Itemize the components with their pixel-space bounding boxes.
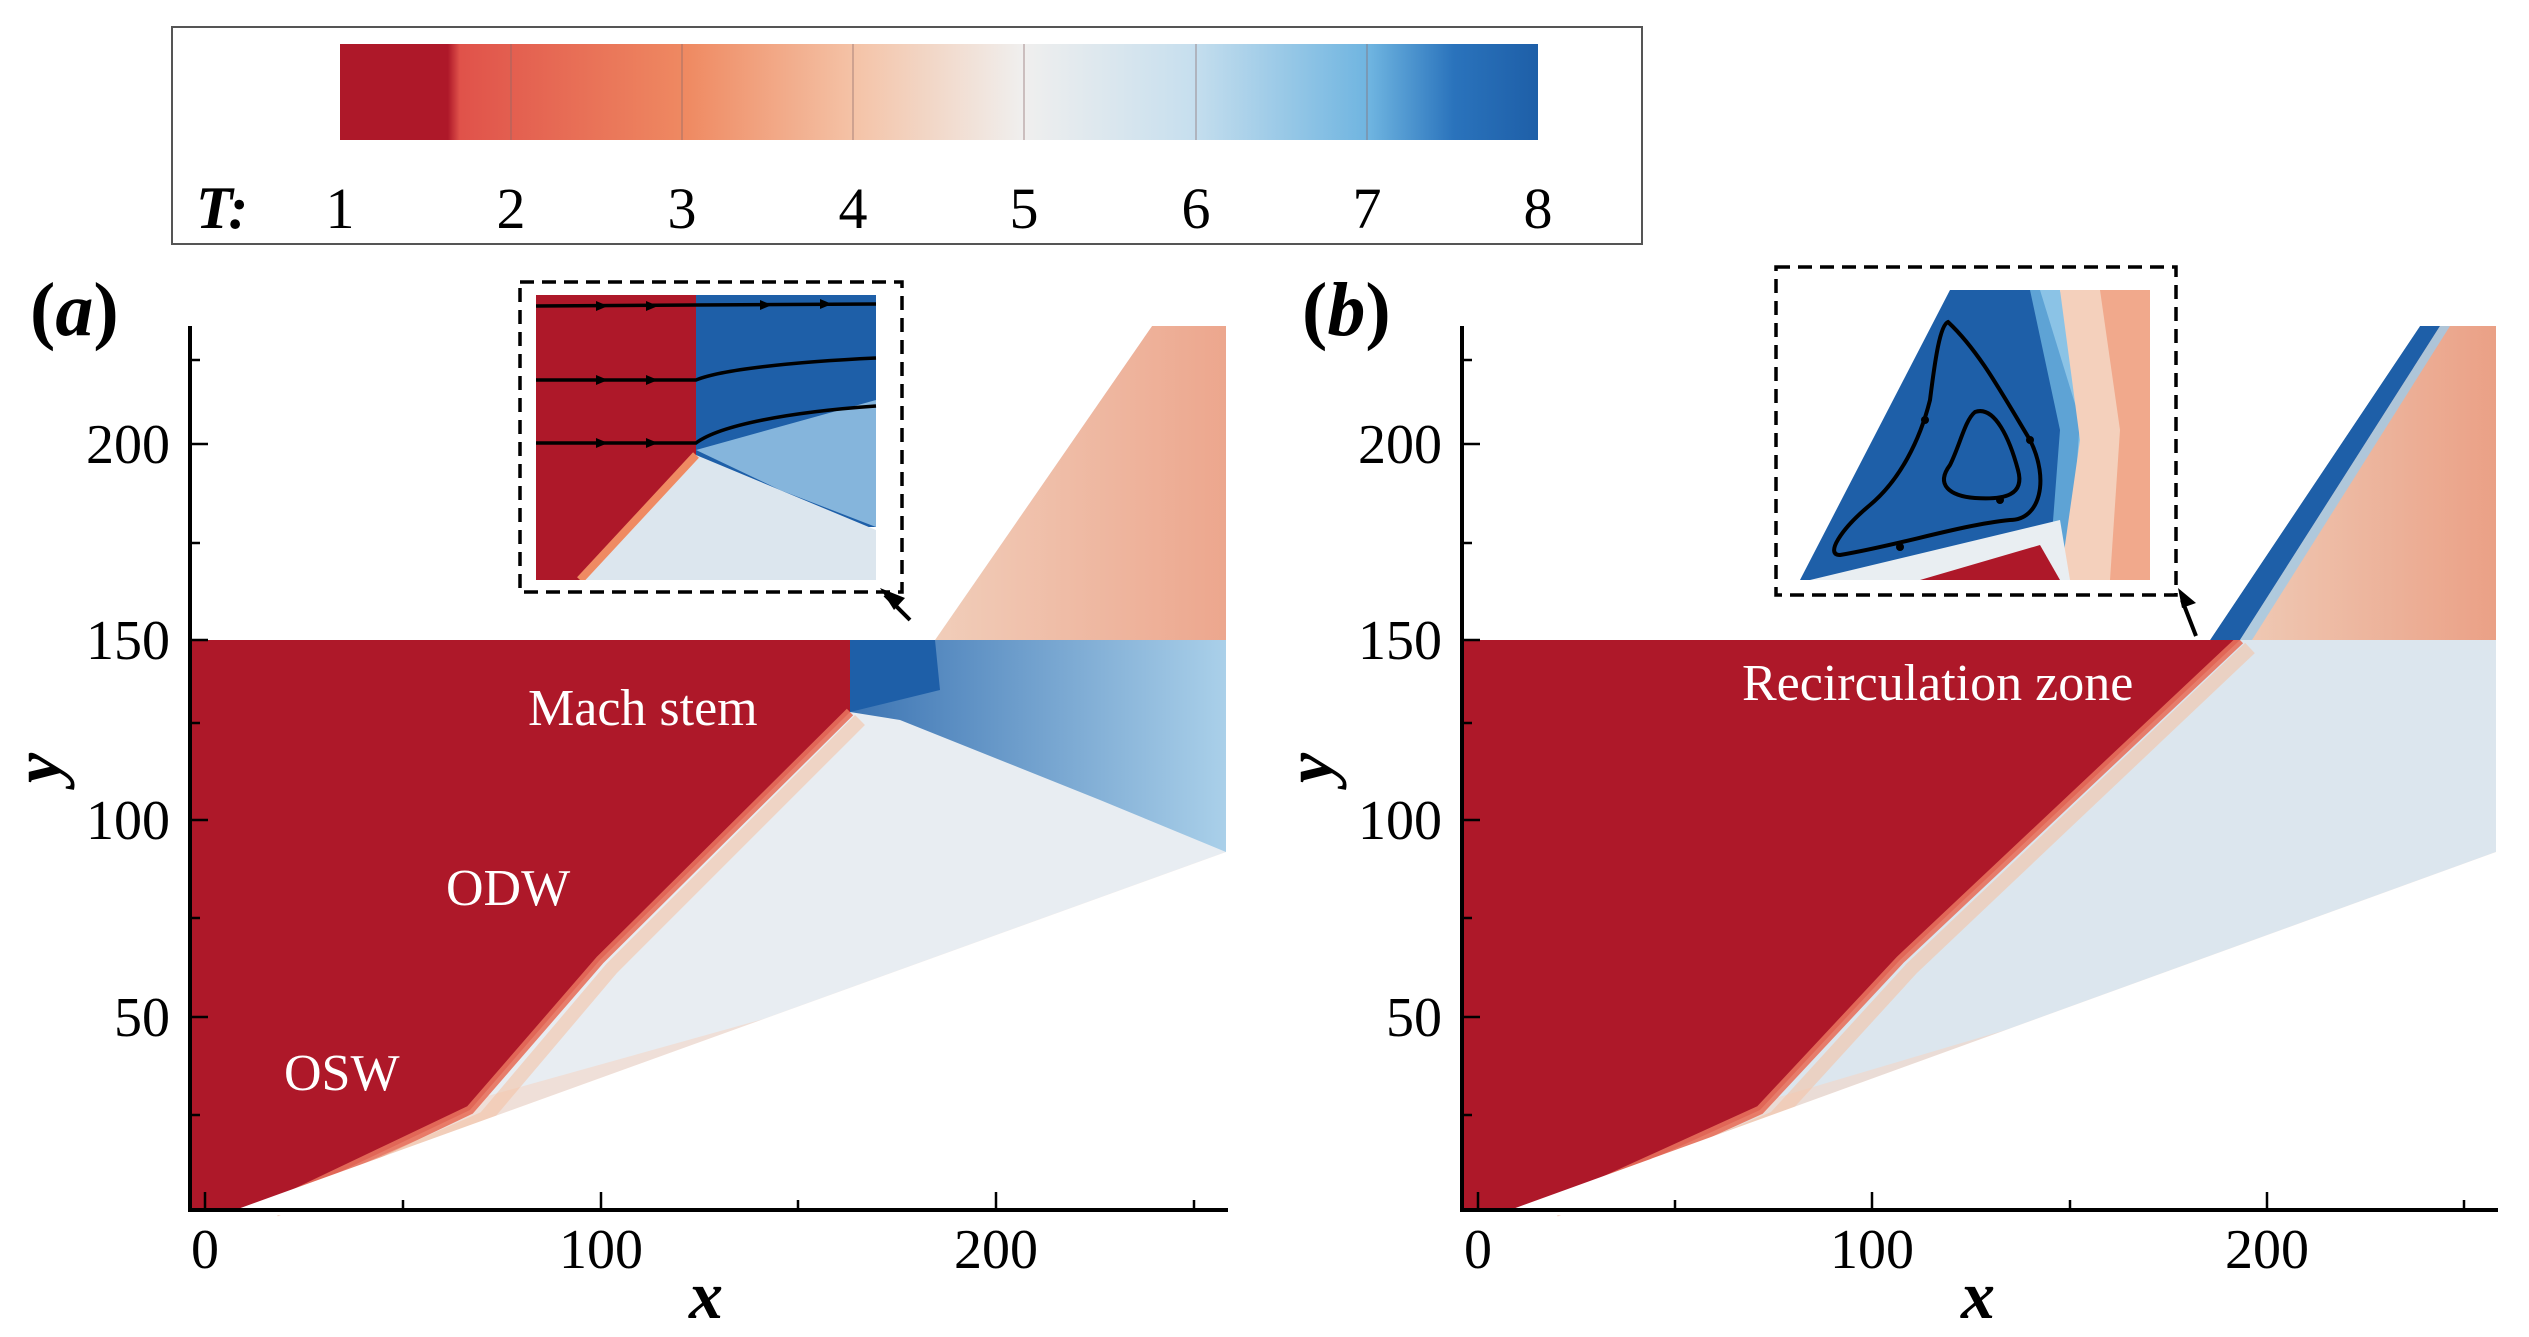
ytick-label: 200 <box>1358 414 1442 476</box>
annotation-odw: ODW <box>446 860 570 917</box>
colorbar-tick: 8 <box>1524 176 1553 241</box>
xtick-label: 100 <box>559 1219 643 1281</box>
inset-a-light <box>580 455 876 580</box>
panel-a-yticklabels: 50 100 150 200 <box>86 414 170 1049</box>
ytick-label: 50 <box>1386 987 1442 1049</box>
xtick-label: 200 <box>2225 1219 2309 1281</box>
colorbar-tick: 3 <box>668 176 697 241</box>
xtick-label: 100 <box>1830 1219 1914 1281</box>
panel-b-xticklabels: 0 100 200 <box>1464 1219 2309 1281</box>
ytick-label: 100 <box>1358 790 1442 852</box>
colorbar-tick: 5 <box>1010 176 1039 241</box>
panel-a-inset <box>518 280 904 594</box>
inset-b-pointer <box>2178 588 2198 637</box>
field-a-shock-front <box>258 708 854 1215</box>
xtick-label: 0 <box>191 1219 219 1281</box>
field-a-blue <box>850 640 1226 852</box>
colorbar-label: T: <box>196 175 248 241</box>
colorbar-tick: 4 <box>839 176 868 241</box>
colorbar-tick: 1 <box>326 176 355 241</box>
colorbar-tick: 7 <box>1353 176 1382 241</box>
panel-a-field <box>190 326 1226 1217</box>
colorbar-separators <box>510 44 1368 140</box>
annotation-osw: OSW <box>284 1045 400 1102</box>
inset-a-pointer <box>880 588 912 622</box>
panel-a-annotations: Mach stem ODW OSW <box>284 680 758 1102</box>
panel-a-axes <box>188 326 1228 1212</box>
inset-a-blue-fade <box>696 400 876 527</box>
field-b-upstream <box>1462 640 2240 1210</box>
panel-a-ylabel: y <box>0 752 75 790</box>
panel-b-xlabel: x <box>1960 1257 1995 1333</box>
annotation-recirculation-zone: Recirculation zone <box>1742 655 2133 712</box>
inset-b-arrows <box>1896 416 2034 551</box>
panel-b-inset <box>1774 265 2178 597</box>
pointer-arrowhead <box>2178 588 2196 608</box>
panel-a-letter: a <box>55 268 93 352</box>
ytick-label: 200 <box>86 414 170 476</box>
inset-b-right-red <box>2100 290 2150 580</box>
ytick-label: 100 <box>86 790 170 852</box>
panel-a-xticklabels: 0 100 200 <box>191 1219 1038 1281</box>
panel-a-xlabel: x <box>688 1257 723 1333</box>
inset-a-arrows <box>596 299 832 448</box>
panel-b-ylabel: y <box>1271 752 1347 790</box>
field-b-upper-red <box>2240 326 2496 640</box>
field-a-blue-core <box>850 640 940 712</box>
ytick-label: 50 <box>114 987 170 1049</box>
field-a-upper-red <box>935 326 1226 640</box>
ytick-label: 150 <box>86 610 170 672</box>
panel-b-letter: b <box>1327 268 1365 352</box>
xtick-label: 0 <box>1464 1219 1492 1281</box>
panel-a: (a) <box>0 268 1228 1333</box>
inset-b-streamlines <box>1832 319 2043 558</box>
panel-b-label: (b) <box>1302 268 1391 352</box>
colorbar-ticks: 1 2 3 4 5 6 7 8 <box>326 176 1553 241</box>
panel-b: (b) <box>1271 265 2498 1333</box>
field-b-mask-lower <box>1510 852 2496 1215</box>
xtick-label: 200 <box>954 1219 1038 1281</box>
panel-a-ticks <box>190 358 1196 1210</box>
panel-b-ticks <box>1462 358 2466 1210</box>
annotation-mach-stem: Mach stem <box>528 680 758 737</box>
inset-b-bottom-red <box>1920 545 2060 580</box>
panel-b-yticklabels: 50 100 150 200 <box>1358 414 1442 1049</box>
panel-b-axes <box>1460 326 2498 1212</box>
panel-a-label: (a) <box>30 268 119 352</box>
colorbar-tick: 2 <box>497 176 526 241</box>
field-a-mask-lower <box>235 852 1226 1215</box>
field-a-upstream <box>190 640 850 1210</box>
panel-b-annotations: Recirculation zone <box>1742 655 2133 712</box>
colorbar-tick: 6 <box>1182 176 1211 241</box>
ytick-label: 150 <box>1358 610 1442 672</box>
inset-a-front <box>577 452 699 580</box>
field-b-blue-band <box>2210 326 2440 640</box>
colorbar: T: 1 2 3 4 5 6 7 8 <box>171 26 1643 245</box>
pointer-arrowhead <box>880 588 905 610</box>
colorbar-gradient <box>340 44 1538 140</box>
field-b-blue-edge <box>2240 326 2450 640</box>
inset-a-red <box>536 295 696 580</box>
